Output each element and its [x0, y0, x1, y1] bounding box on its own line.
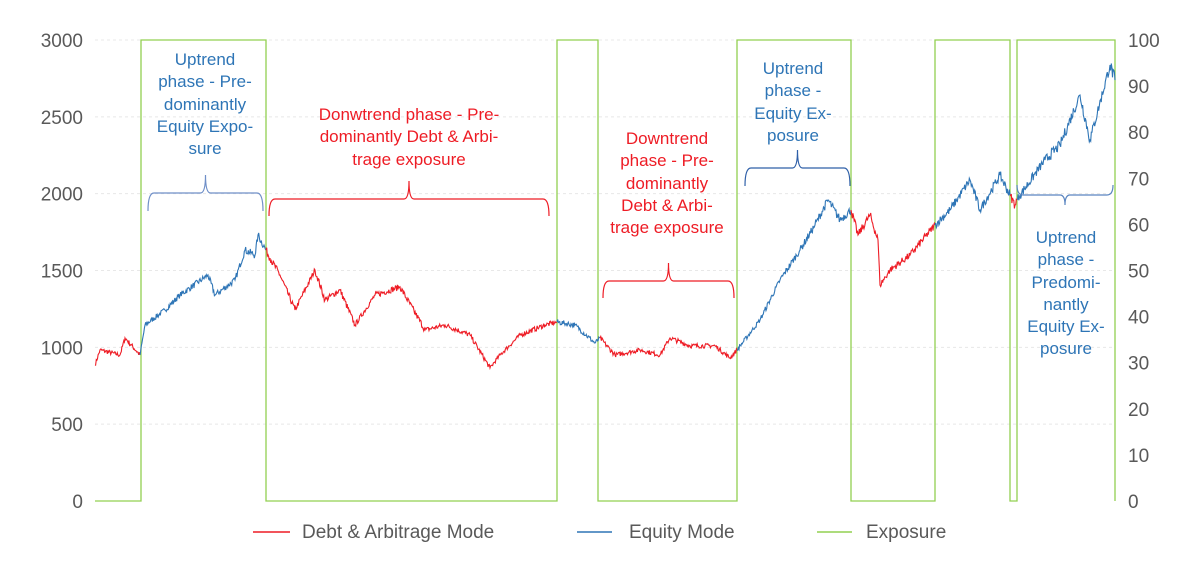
- legend-label-equity: Equity Mode: [629, 522, 735, 543]
- right-axis: 0 10 20 30 40 50 60 70 80 90 100: [1128, 31, 1160, 513]
- left-tick-label: 1500: [41, 262, 83, 283]
- left-tick-label: 0: [72, 492, 83, 513]
- equity-mode-line: [556, 319, 601, 344]
- annotation-uptrend-1: Uptrend phase - Pre- dominantly Equity E…: [156, 50, 254, 159]
- legend-label-exposure: Exposure: [866, 522, 946, 543]
- annotation-uptrend-2: Uptrend phase - Equity Ex- posure: [754, 59, 832, 145]
- brace-downtrend-2: [602, 262, 735, 299]
- left-tick-label: 500: [51, 415, 83, 436]
- exposure-line: [95, 39, 1116, 502]
- right-tick-label: 0: [1128, 492, 1139, 513]
- equity-mode-line: [736, 199, 852, 352]
- brace-uptrend-1: [147, 174, 264, 212]
- equity-mode-line: [934, 171, 1011, 230]
- left-axis: 0 500 1000 1500 2000 2500 3000: [41, 31, 83, 513]
- right-tick-label: 80: [1128, 123, 1149, 144]
- exposure-series: [95, 39, 1116, 502]
- annotation-uptrend-3: Uptrend phase - Predomi- nantly Equity E…: [1027, 228, 1105, 359]
- debt-mode-line: [265, 247, 558, 371]
- right-tick-label: 40: [1128, 308, 1149, 329]
- legend: Debt & Arbitrage Mode Equity Mode Exposu…: [253, 522, 946, 543]
- legend-label-debt: Debt & Arbitrage Mode: [302, 522, 494, 543]
- equity-mode-line: [139, 232, 267, 356]
- equity-mode-line: [1016, 63, 1116, 201]
- brace-uptrend-2: [744, 149, 851, 187]
- price-series: [94, 63, 1116, 371]
- phase-braces: [147, 149, 1114, 299]
- left-tick-label: 2500: [41, 108, 83, 129]
- right-tick-label: 90: [1128, 77, 1149, 98]
- right-tick-label: 20: [1128, 400, 1149, 421]
- right-tick-label: 10: [1128, 446, 1149, 467]
- annotation-downtrend-2: Downtrend phase - Pre- dominantly Debt &…: [610, 129, 724, 238]
- right-tick-label: 70: [1128, 169, 1149, 190]
- left-tick-label: 1000: [41, 338, 83, 359]
- debt-mode-line: [94, 335, 141, 366]
- debt-mode-line: [1009, 193, 1018, 209]
- right-tick-label: 30: [1128, 354, 1149, 375]
- brace-uptrend-3: [1016, 184, 1114, 206]
- right-tick-label: 60: [1128, 215, 1149, 236]
- debt-mode-line: [599, 334, 738, 360]
- annotation-downtrend-1: Donwtrend phase - Pre- dominantly Debt &…: [318, 105, 500, 169]
- left-tick-label: 3000: [41, 31, 83, 52]
- debt-mode-line: [850, 209, 936, 288]
- right-tick-label: 50: [1128, 262, 1149, 283]
- left-tick-label: 2000: [41, 185, 83, 206]
- brace-downtrend-1: [268, 180, 550, 217]
- right-tick-label: 100: [1128, 31, 1160, 52]
